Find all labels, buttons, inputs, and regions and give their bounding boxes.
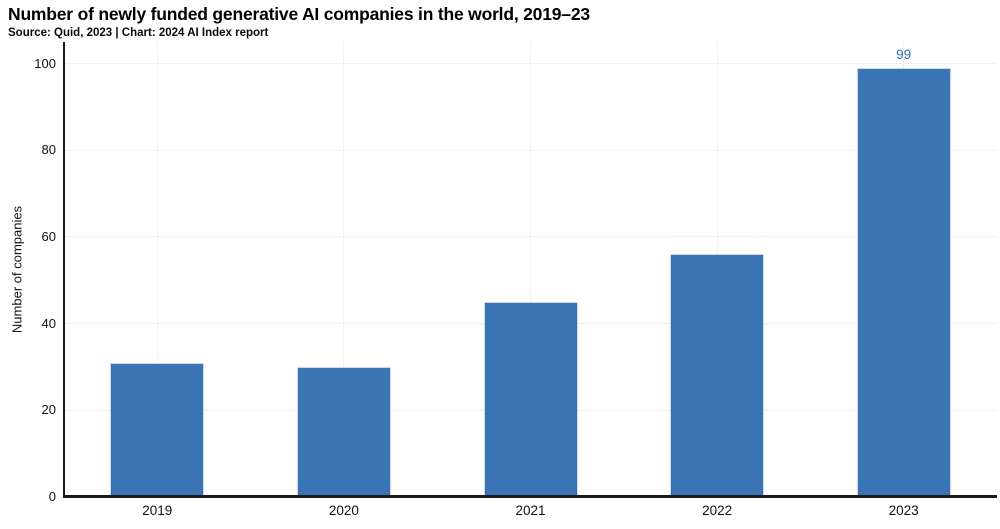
y-tick-label: 0 — [48, 489, 56, 504]
bar — [296, 366, 391, 497]
chart-subtitle: Source: Quid, 2023 | Chart: 2024 AI Inde… — [8, 27, 269, 39]
bar-value-label: 99 — [896, 46, 912, 62]
y-tick-label: 60 — [41, 228, 56, 244]
y-tick-label: 100 — [34, 55, 56, 71]
x-tick-label: 2020 — [328, 503, 359, 518]
gridline-vertical — [343, 42, 345, 497]
bar — [856, 67, 951, 497]
gridline-vertical — [156, 42, 158, 497]
x-tick-label: 2021 — [515, 503, 546, 518]
y-axis-title: Number of companies — [9, 205, 25, 334]
y-tick-label: 20 — [41, 402, 56, 418]
bar — [670, 254, 765, 497]
x-tick-label: 2023 — [888, 503, 919, 518]
y-axis-line — [63, 42, 65, 498]
gridline-vertical — [530, 42, 531, 497]
x-tick-label: 2019 — [142, 503, 173, 518]
x-axis-line — [63, 495, 997, 498]
x-tick-label: 2022 — [702, 503, 733, 518]
bar — [110, 362, 205, 497]
y-tick-label: 40 — [41, 315, 56, 331]
y-tick-label: 80 — [41, 142, 56, 158]
bar — [483, 301, 578, 497]
chart-title: Number of newly funded generative AI com… — [8, 4, 590, 24]
